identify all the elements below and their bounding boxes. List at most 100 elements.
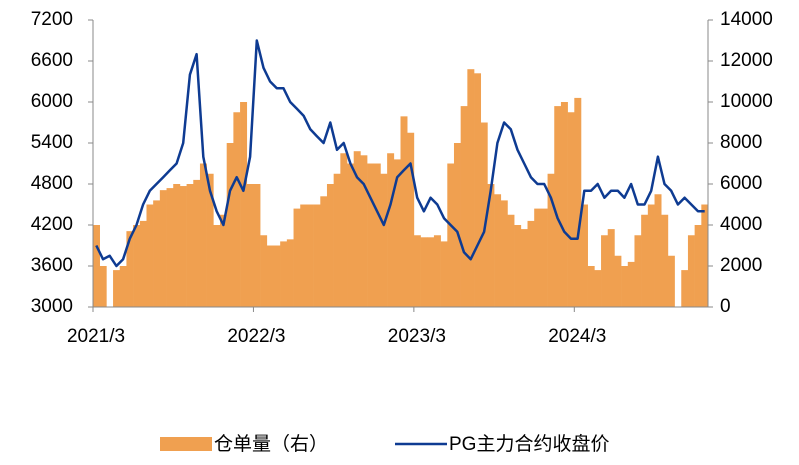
bar	[206, 173, 214, 307]
y2-tick-label: 2000	[720, 255, 762, 276]
bar	[93, 225, 100, 307]
bar	[393, 159, 401, 307]
bar	[199, 163, 207, 307]
bar	[340, 153, 348, 307]
bar	[594, 270, 602, 307]
bar	[694, 225, 702, 307]
bar	[520, 229, 528, 307]
bar	[527, 220, 535, 307]
bar	[587, 266, 595, 307]
bar	[320, 196, 328, 307]
bar	[99, 266, 107, 307]
bar	[153, 200, 161, 307]
bar	[286, 239, 294, 307]
bar	[601, 235, 609, 307]
bar	[681, 270, 689, 307]
bar	[313, 204, 321, 307]
bar	[467, 69, 475, 307]
bar	[119, 266, 127, 307]
bar	[641, 214, 649, 307]
bar	[647, 204, 655, 307]
bar	[146, 204, 154, 307]
bar	[494, 194, 502, 307]
bar	[246, 184, 254, 307]
bar	[233, 112, 241, 307]
bar	[560, 102, 568, 307]
bar	[173, 184, 181, 307]
bar	[634, 235, 642, 307]
line	[95, 39, 705, 268]
bar	[380, 173, 388, 307]
bar	[353, 151, 361, 307]
bar	[280, 241, 288, 307]
bar	[333, 173, 341, 307]
bar	[701, 204, 709, 307]
bar	[447, 163, 455, 307]
legend-swatch	[160, 437, 212, 451]
bar	[166, 188, 174, 307]
bar	[440, 241, 448, 307]
bar	[300, 204, 308, 307]
legend-label: 仓单量（右）	[214, 433, 328, 455]
bar	[627, 261, 635, 307]
bar	[427, 237, 435, 307]
bar	[487, 184, 495, 307]
bar	[293, 208, 301, 307]
legend-label: PG主力合约收盘价	[449, 433, 609, 455]
bar	[260, 235, 268, 307]
bar	[460, 106, 468, 307]
y2-tick-label: 14000	[720, 9, 773, 30]
bar	[159, 190, 167, 307]
y2-tick-label: 4000	[720, 214, 762, 235]
bar	[574, 97, 582, 308]
bar	[607, 229, 615, 307]
bar	[326, 184, 334, 307]
bar	[614, 255, 622, 307]
bar	[373, 163, 381, 307]
y2-tick-label: 8000	[720, 132, 762, 153]
bar	[667, 255, 675, 307]
bar	[266, 245, 274, 307]
bar	[360, 155, 368, 307]
bar	[621, 266, 629, 307]
x-tick-label: 2021/3	[67, 326, 125, 347]
y-tick-label: 4200	[31, 214, 73, 235]
bar	[687, 235, 695, 307]
bar	[193, 179, 201, 307]
bar	[567, 112, 575, 307]
bar	[514, 225, 522, 307]
y2-tick-label: 0	[720, 296, 731, 317]
y-tick-label: 3600	[31, 255, 73, 276]
bar	[453, 143, 461, 307]
bar	[213, 225, 221, 307]
bar	[400, 116, 408, 307]
bar	[186, 184, 194, 307]
y-tick-label: 6600	[31, 50, 73, 71]
bar	[547, 173, 555, 307]
y2-tick-label: 12000	[720, 50, 773, 71]
bar	[240, 102, 248, 307]
bar	[133, 225, 141, 307]
bar	[179, 186, 187, 307]
bar	[126, 231, 134, 307]
x-tick-label: 2023/3	[388, 326, 446, 347]
x-tick-label: 2024/3	[548, 326, 606, 347]
bar	[413, 235, 421, 307]
y-tick-label: 7200	[31, 9, 73, 30]
x-tick-label: 2022/3	[227, 326, 285, 347]
bar	[387, 153, 395, 307]
bar	[273, 245, 281, 307]
y2-tick-label: 10000	[720, 91, 773, 112]
bar	[367, 163, 375, 307]
y-tick-label: 4800	[31, 173, 73, 194]
bar	[480, 122, 488, 307]
bar	[113, 270, 121, 307]
bar	[407, 132, 415, 307]
y-tick-label: 6000	[31, 91, 73, 112]
y2-tick-label: 6000	[720, 173, 762, 194]
bar	[554, 106, 562, 307]
bar	[661, 214, 669, 307]
bar	[433, 235, 441, 307]
bar	[253, 184, 261, 307]
